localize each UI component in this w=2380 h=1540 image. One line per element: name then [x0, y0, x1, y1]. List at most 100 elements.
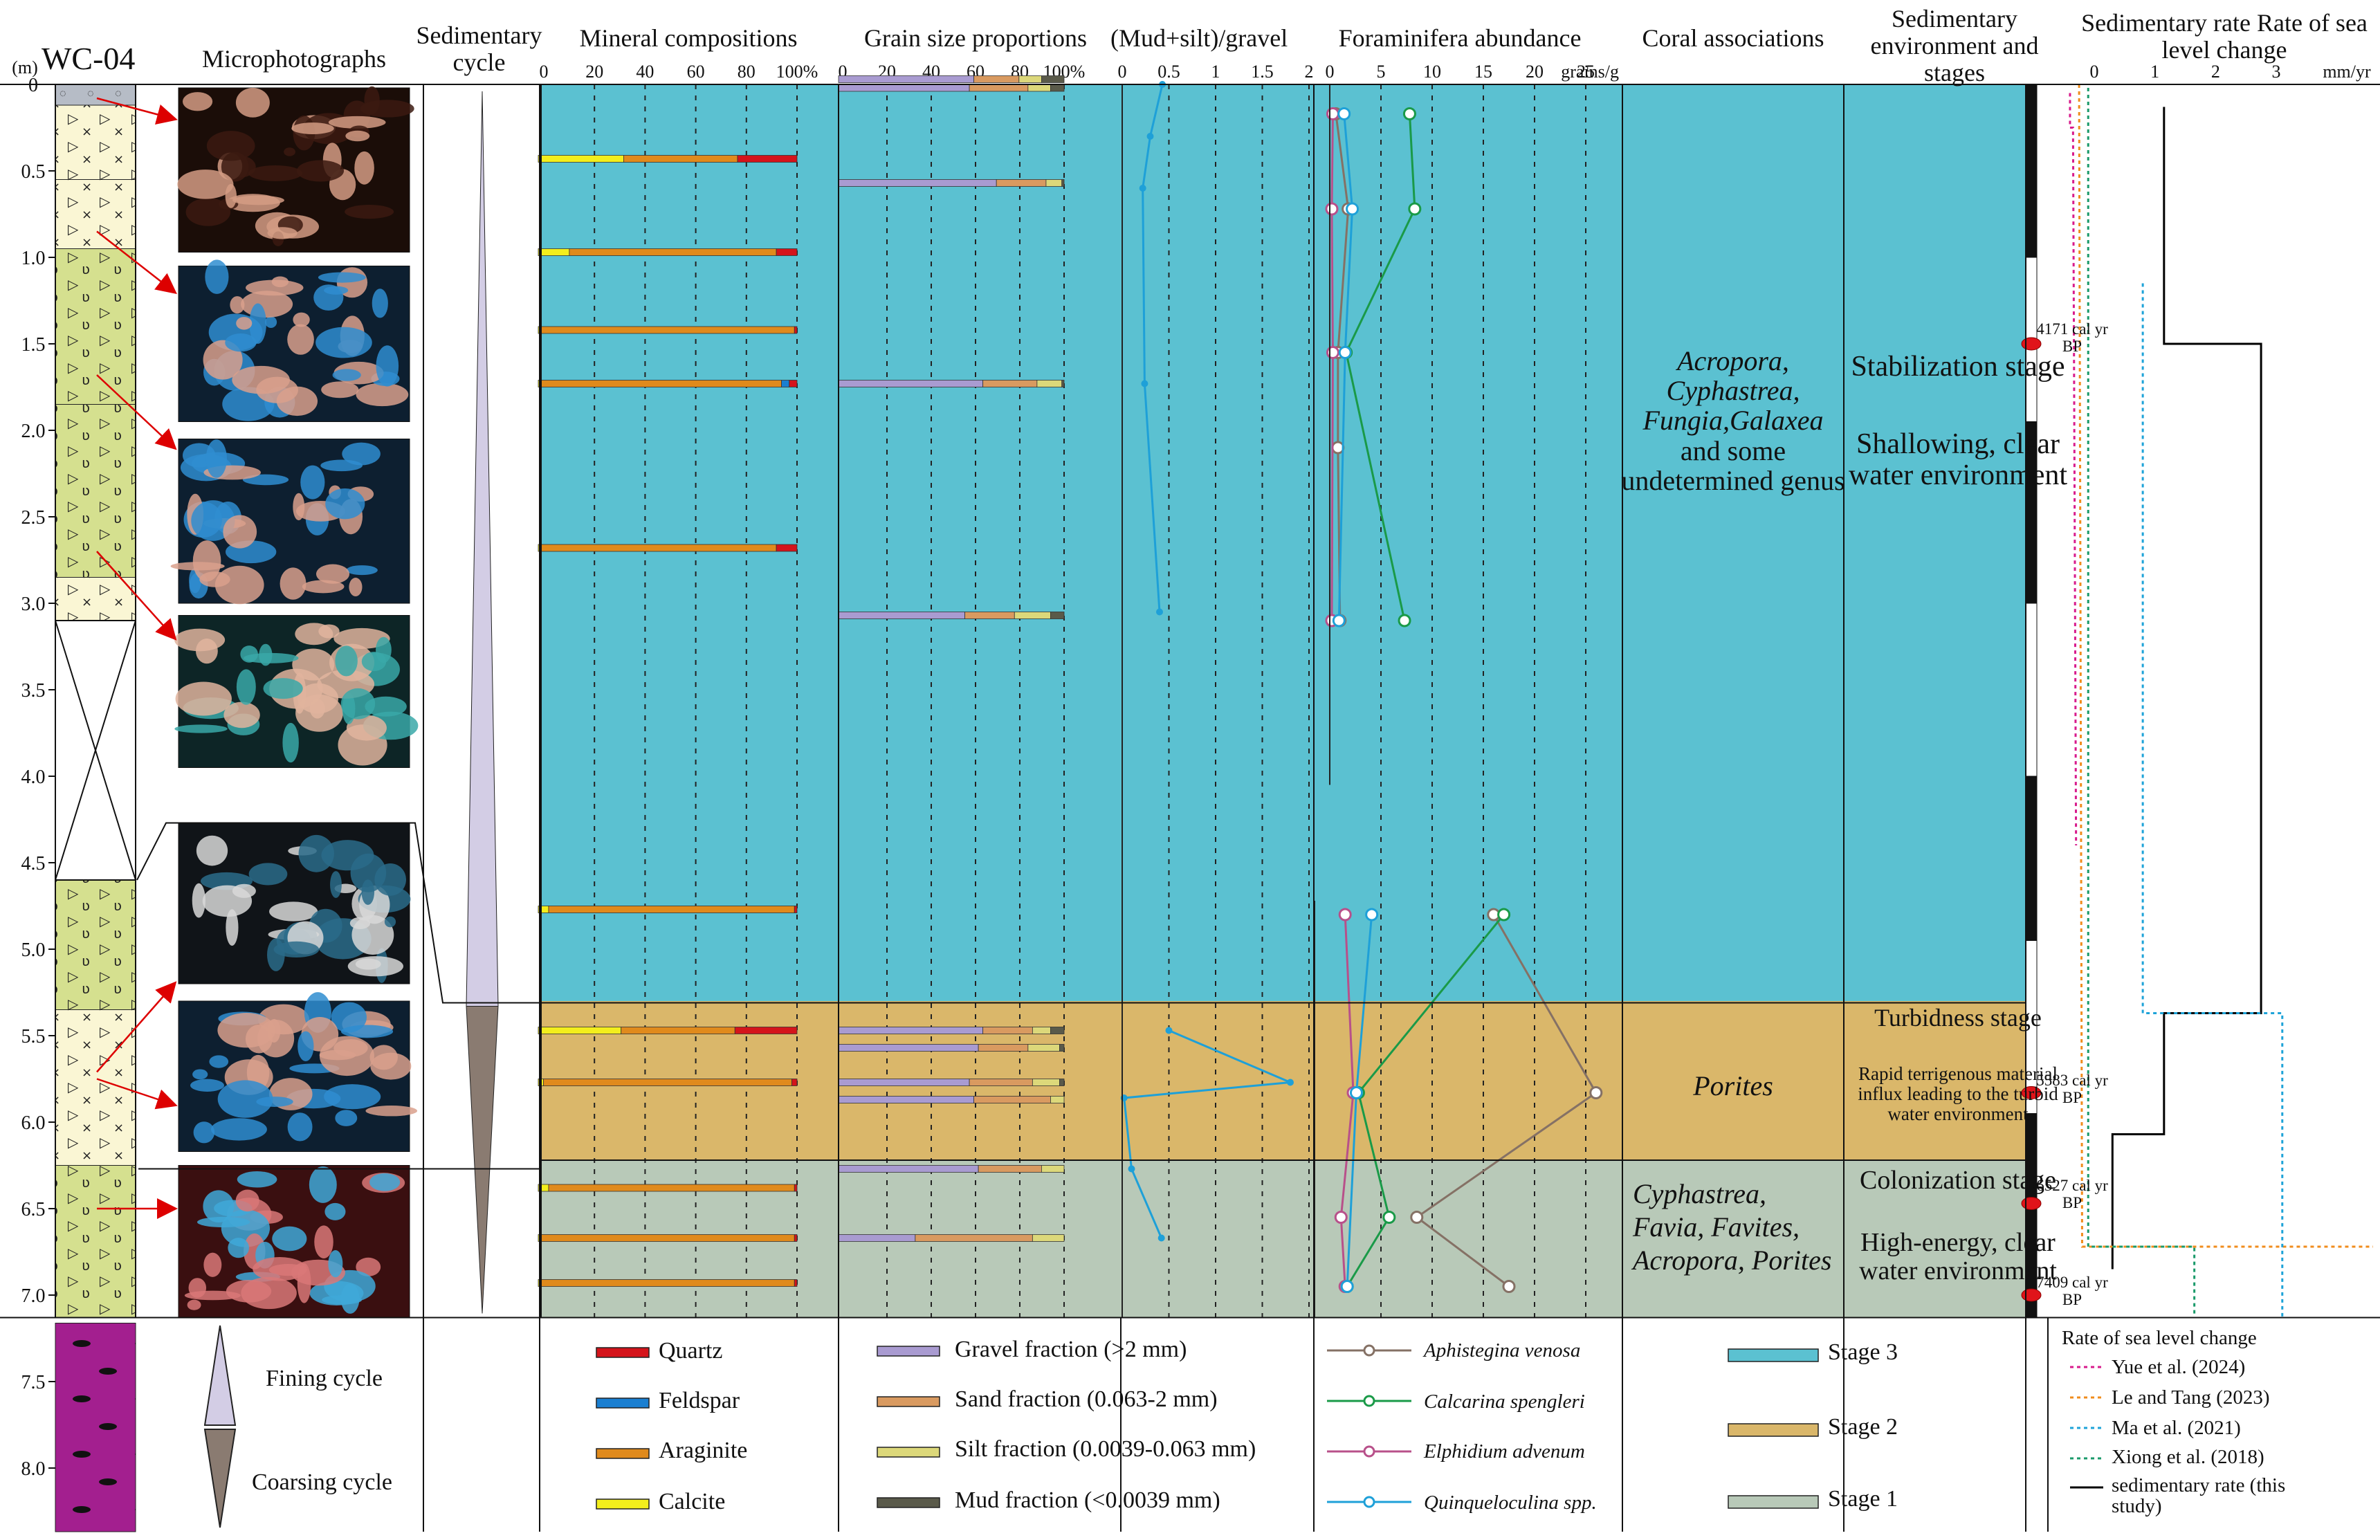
- photo-grain: [349, 917, 371, 930]
- foram-point-quinqueloculina: [1332, 614, 1346, 627]
- grain-bar-mud: [1050, 1027, 1065, 1034]
- foram-point-quinqueloculina: [1338, 346, 1352, 359]
- photo-grain: [183, 92, 213, 111]
- legend-sand: Sand fraction (0.063-2 mm): [955, 1386, 1218, 1412]
- fining-cycle-triangle: [466, 91, 499, 1007]
- grain-bar-gravel: [838, 1165, 979, 1173]
- photo-grain: [328, 1250, 343, 1278]
- depth-tick-label: 4.5: [21, 853, 46, 874]
- photo-grain: [205, 439, 227, 478]
- foram-line-aphistegina-2: [1415, 914, 1598, 1287]
- grain-bar-silt: [1041, 1165, 1065, 1173]
- env-stage1-desc: High-energy, clear water environment: [1859, 1228, 2057, 1286]
- date-label-2: 5583 cal yr BP: [2036, 1072, 2108, 1106]
- photo-grain: [332, 369, 361, 381]
- depth-tick-label: 1.5: [21, 334, 46, 356]
- photo-grain: [330, 871, 342, 898]
- photo-grain: [256, 1097, 293, 1107]
- photo-grain: [249, 303, 266, 344]
- rate-tick-label: 3: [2272, 62, 2281, 82]
- foram-tick-label: 0: [1326, 62, 1335, 82]
- photo-grain: [321, 381, 359, 398]
- mineral-bar-feldspar: [781, 380, 790, 387]
- ratio-point: [1287, 1079, 1294, 1086]
- foram-point-quinqueloculina: [1365, 908, 1379, 922]
- grain-bar-silt: [1036, 380, 1063, 387]
- photo-grain: [345, 205, 394, 219]
- photo-grain: [177, 169, 234, 199]
- photo-grain: [184, 1290, 241, 1301]
- photo-grain: [300, 465, 325, 499]
- foram-point-aphistegina: [1502, 1280, 1516, 1293]
- mineral-bar-aragonite: [569, 248, 777, 256]
- legend-marker-calcarina: [1363, 1395, 1375, 1407]
- photo-grain: [280, 567, 306, 600]
- header-grain: Grain size proportions: [864, 24, 1087, 52]
- legend-calcarina: Calcarina spengleri: [1424, 1391, 1585, 1413]
- mineral-bar-quartz: [737, 155, 798, 163]
- photo-grain: [328, 116, 386, 129]
- photo-grain: [356, 383, 409, 407]
- photo-grain: [333, 627, 390, 649]
- photo-grain: [193, 1121, 215, 1144]
- photo-grain: [284, 147, 295, 156]
- mineral-bar-quartz: [794, 906, 798, 913]
- depth-tick-label: 6.0: [21, 1112, 46, 1134]
- depth-tick-label: 2.5: [21, 507, 46, 529]
- legend-stage2: Stage 2: [1828, 1414, 1898, 1440]
- grain-bar-mud: [1041, 75, 1065, 83]
- legend-ma: Ma et al. (2021): [2112, 1417, 2241, 1439]
- photo-grain: [192, 1069, 208, 1080]
- grain-bar-gravel: [838, 1234, 916, 1242]
- mineral-bar-calcite: [538, 155, 624, 163]
- mineral-tick-label: 100%: [776, 62, 818, 82]
- lith-unit-5: [55, 404, 136, 578]
- photo-grain: [345, 130, 370, 142]
- coarsing-cycle-triangle: [466, 1006, 499, 1314]
- photo-grain: [369, 1173, 401, 1191]
- photo-grain: [276, 386, 318, 416]
- mineral-bar-calcite: [538, 248, 570, 256]
- foram-point-elphidium: [1325, 202, 1339, 216]
- photo-grain: [241, 1276, 297, 1310]
- photo-grain: [350, 853, 387, 892]
- foram-point-quinqueloculina: [1337, 107, 1351, 120]
- photo-grain: [174, 628, 226, 652]
- photo-grain: [226, 909, 239, 946]
- grain-bar-silt: [1018, 75, 1042, 83]
- ratio-tick-label: 1.5: [1251, 62, 1274, 82]
- photo-grain: [360, 100, 414, 118]
- photo-arrow-1: [96, 97, 178, 125]
- lith-unit-3: [55, 179, 136, 249]
- foram-line-elphidium-1: [1330, 113, 1334, 621]
- env-stage1-title: Colonization stage: [1860, 1166, 2056, 1195]
- depth-tick-label: 5.5: [21, 1026, 46, 1047]
- legend-feldspar: Feldspar: [659, 1388, 740, 1413]
- foram-point-calcarina: [1408, 202, 1422, 216]
- lith-unit-7: [55, 879, 136, 1010]
- depth-tick-label: 1.0: [21, 248, 46, 269]
- depth-tick-label: 0: [28, 75, 38, 96]
- grain-bar-gravel: [838, 1027, 984, 1034]
- foram-point-calcarina: [1382, 1211, 1396, 1224]
- mineral-bar-quartz: [794, 1279, 798, 1287]
- photo-grain: [205, 259, 229, 294]
- legend-swatch-stage3: [1728, 1348, 1819, 1362]
- photo-grain: [263, 678, 303, 699]
- photo-grain: [320, 459, 363, 472]
- grain-bar-sand: [978, 1044, 1029, 1052]
- date-label-1: 4171 cal yr BP: [2036, 320, 2108, 355]
- depth-unit: (m): [12, 57, 38, 77]
- photo-grain: [302, 580, 345, 594]
- depth-tick-label: 4.0: [21, 767, 46, 788]
- photo-grain: [265, 316, 277, 328]
- photo-grain: [287, 1112, 313, 1142]
- photo-grain: [267, 227, 298, 239]
- photo-grain: [217, 1080, 273, 1118]
- basement-block: [55, 1323, 136, 1532]
- photo-grain: [187, 1299, 201, 1310]
- legend-mud: Mud fraction (<0.0039 mm): [955, 1487, 1220, 1513]
- header-coral: Coral associations: [1642, 24, 1824, 52]
- ratio-tick-label: 0: [1118, 62, 1127, 82]
